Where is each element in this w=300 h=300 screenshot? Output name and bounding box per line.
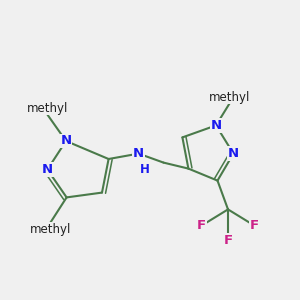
Text: N: N	[228, 147, 239, 160]
Text: F: F	[197, 219, 206, 232]
Text: N: N	[210, 119, 222, 132]
Text: methyl: methyl	[27, 102, 68, 115]
Text: F: F	[224, 233, 232, 247]
Text: F: F	[250, 219, 259, 232]
Text: methyl: methyl	[209, 91, 250, 103]
Text: N: N	[60, 134, 72, 148]
Text: methyl: methyl	[30, 223, 71, 236]
Text: H: H	[140, 163, 149, 176]
Text: N: N	[42, 163, 53, 176]
Text: N: N	[133, 147, 144, 160]
